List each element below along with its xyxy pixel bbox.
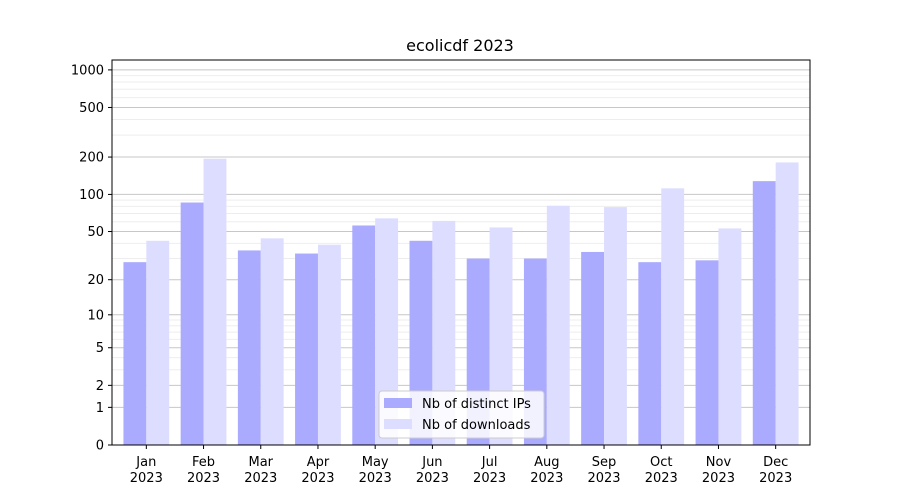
x-tick-label-month: Dec [763,455,788,470]
x-tick-label-year: 2023 [187,471,220,486]
x-tick-label-year: 2023 [759,471,792,486]
bar-distinct-ips [752,181,776,445]
x-axis: Jan2023Feb2023Mar2023Apr2023May2023Jun20… [130,445,792,486]
legend-swatch-downloads [384,419,412,429]
minor-gridlines [112,75,810,371]
x-tick-label-year: 2023 [645,471,678,486]
bar-downloads [432,220,456,445]
x-tick-label-month: Feb [192,455,215,470]
x-tick-label-month: Nov [706,455,732,470]
y-tick-label: 100 [79,188,104,203]
x-tick-label-month: Jul [481,455,498,470]
chart-title: ecolicdf 2023 [406,36,514,55]
y-tick-label: 50 [87,225,104,240]
x-tick-label-month: Mar [248,455,273,470]
y-tick-label: 10 [87,308,104,323]
legend-swatch-distinct-ips [384,398,412,408]
x-tick-label-year: 2023 [473,471,506,486]
bar-downloads [146,240,170,445]
x-tick-label-month: Sep [592,455,617,470]
y-axis: 0 1 2 5 10 20 50 100 200 500 1000 [71,63,112,454]
x-tick-label-month: Apr [307,455,330,470]
bar-downloads [317,244,341,445]
y-tick-label: 1 [96,401,104,416]
x-tick-label-month: Oct [650,455,672,470]
y-tick-label: 0 [96,439,104,454]
bar-downloads [775,162,799,445]
bar-distinct-ips [581,251,605,445]
bar-downloads [604,207,627,445]
bar-distinct-ips [123,262,147,445]
bar-downloads [203,158,227,446]
bar-distinct-ips [695,260,719,445]
bar-distinct-ips [180,202,204,445]
y-tick-label: 2 [96,379,104,394]
plot-frame [111,59,811,446]
x-tick-label-month: Aug [534,455,559,470]
x-tick-label-month: May [362,455,389,470]
bar-distinct-ips [237,250,261,445]
bar-downloads [546,205,570,445]
bar-distinct-ips [352,225,376,445]
x-tick-label-year: 2023 [130,471,163,486]
y-tick-label: 1000 [71,63,104,78]
bar-downloads [661,188,685,445]
x-tick-label-month: Jun [421,455,442,470]
y-tick-label: 500 [79,101,104,116]
bar-distinct-ips [638,262,662,445]
x-tick-label-year: 2023 [530,471,563,486]
legend: Nb of distinct IPs Nb of downloads [378,390,545,439]
y-tick-label: 200 [79,151,104,166]
bar-distinct-ips [295,253,318,445]
x-tick-label-year: 2023 [359,471,392,486]
y-tick-label: 20 [87,273,104,288]
x-tick-label-year: 2023 [587,471,620,486]
x-tick-label-month: Jan [135,455,156,470]
y-tick-label: 5 [96,341,104,356]
x-tick-label-year: 2023 [416,471,449,486]
bar-downloads [260,238,284,445]
bar-downloads [718,228,742,445]
bar-downloads [375,218,399,445]
legend-label-distinct-ips: Nb of distinct IPs [422,397,531,412]
legend-box [378,390,545,439]
x-tick-label-year: 2023 [301,471,334,486]
x-tick-label-year: 2023 [244,471,277,486]
legend-label-downloads: Nb of downloads [422,418,531,433]
x-tick-label-year: 2023 [702,471,735,486]
